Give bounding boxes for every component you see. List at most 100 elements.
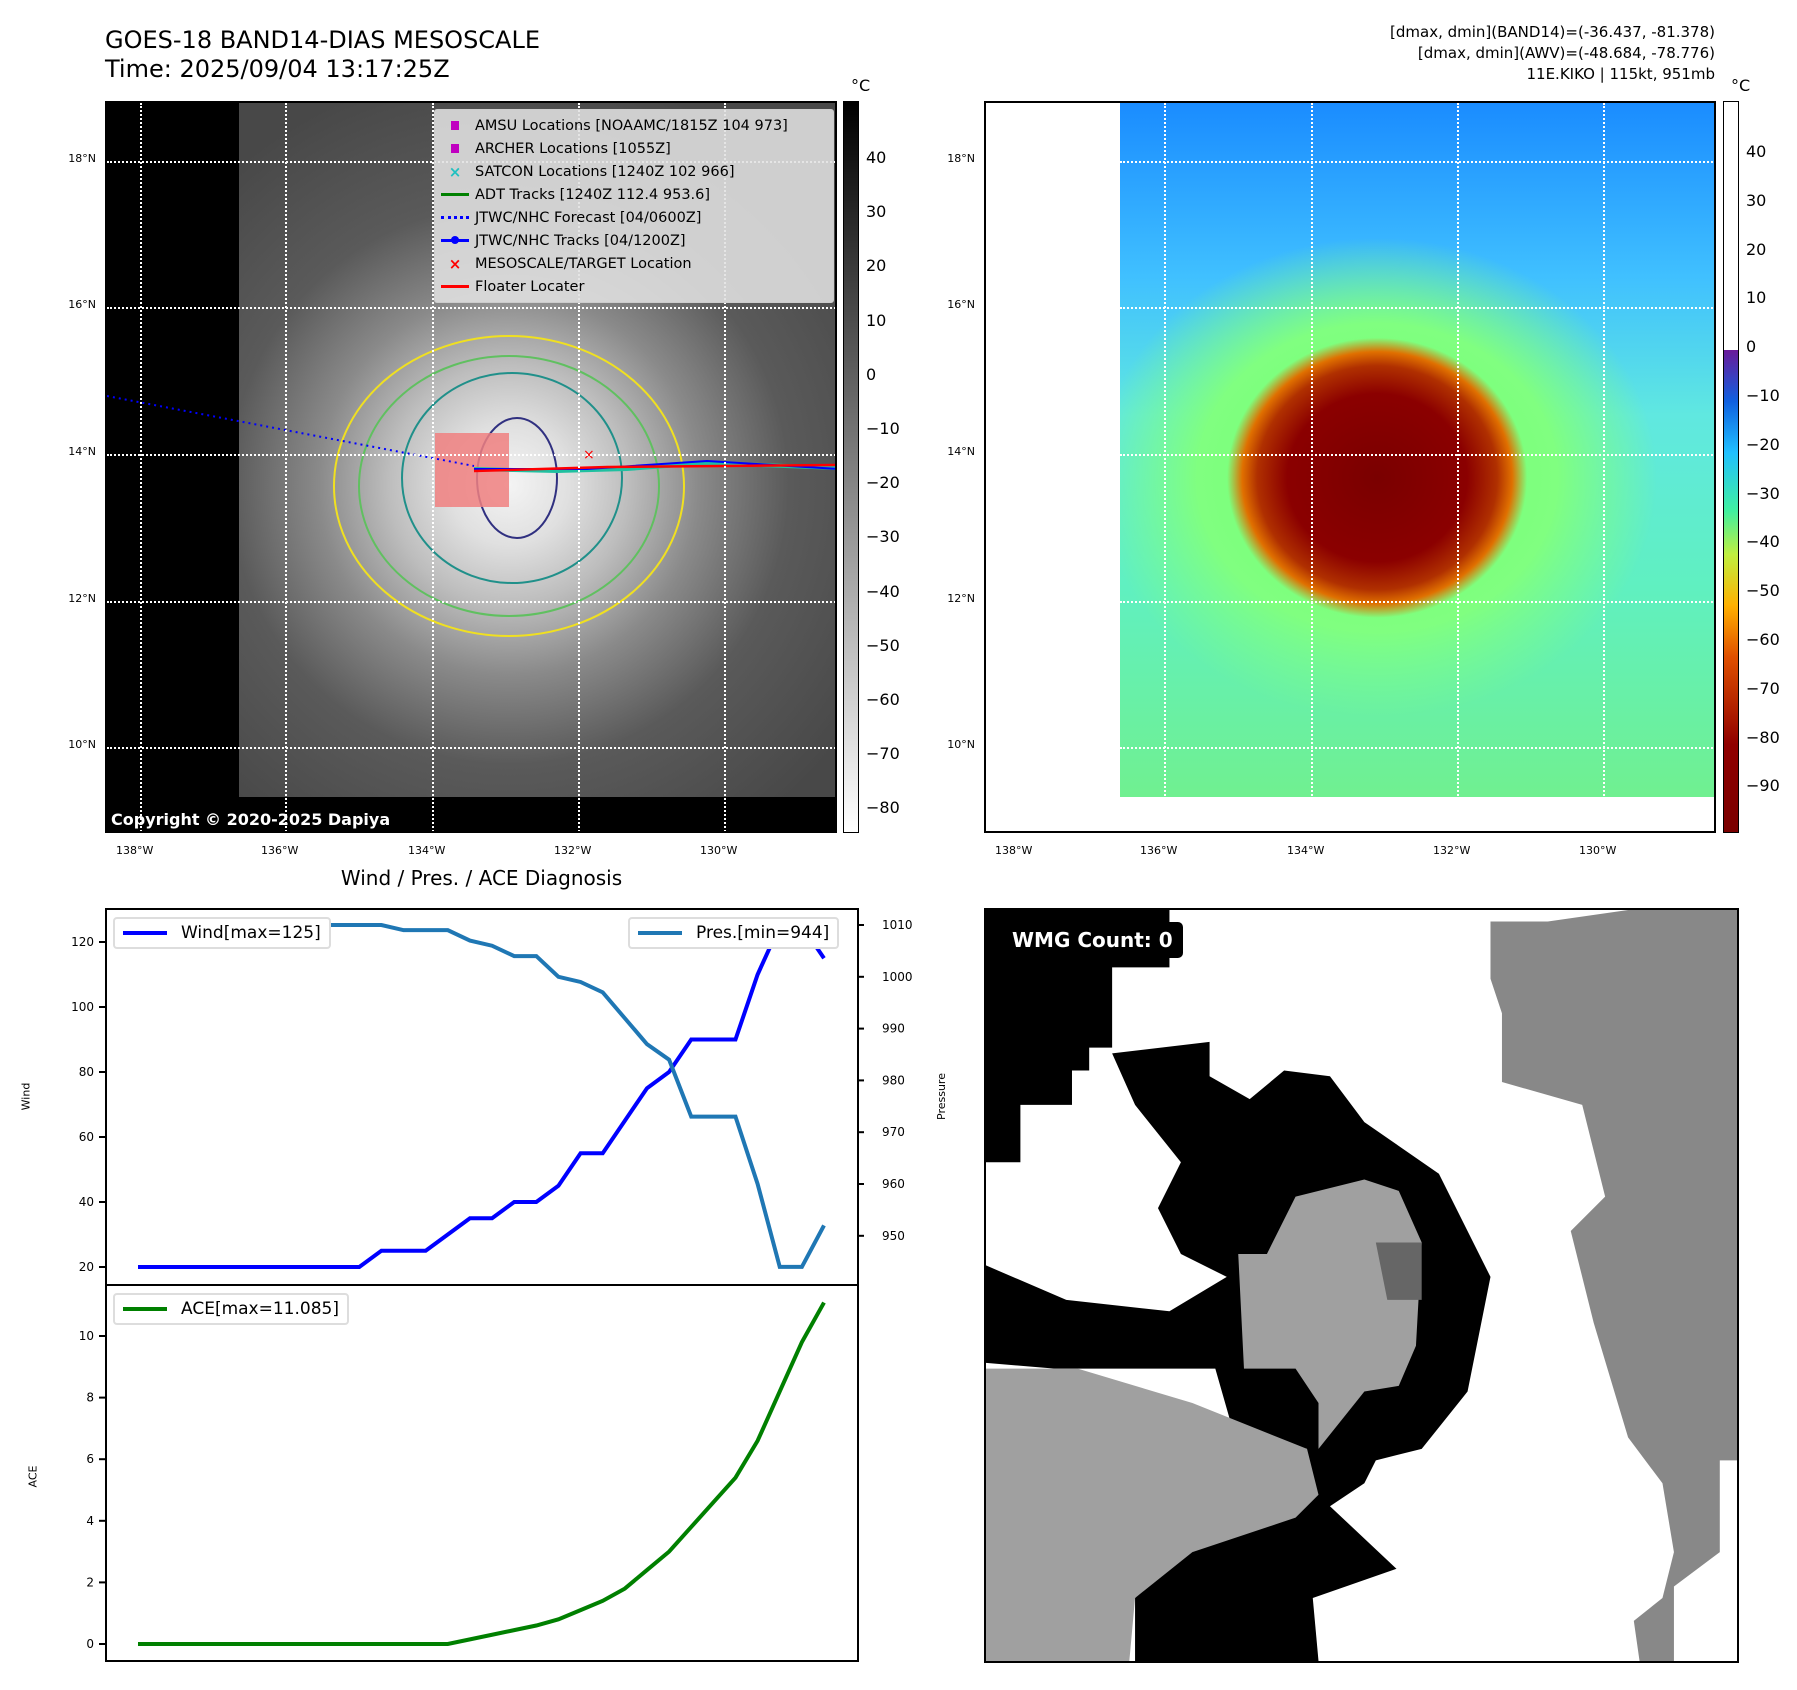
legend-label: JTWC/NHC Forecast [04/0600Z] bbox=[475, 209, 702, 226]
legend-item: JTWC/NHC Forecast [04/0600Z] bbox=[435, 206, 833, 229]
lon-label-left: 138°W bbox=[116, 844, 154, 857]
legend-label: ARCHER Locations [1055Z] bbox=[475, 140, 671, 157]
ir-colorbar-tick: −60 bbox=[866, 690, 900, 709]
pressure-legend-label: Pres.[min=944] bbox=[696, 923, 830, 943]
pressure-tick-label: 1010 bbox=[882, 918, 913, 932]
wind-tick-label: 60 bbox=[79, 1130, 94, 1144]
lon-label-right: 130°W bbox=[1579, 844, 1617, 857]
ir-colorbar-tick: 10 bbox=[866, 310, 887, 330]
legend-item: JTWC/NHC Tracks [04/1200Z] bbox=[435, 229, 833, 252]
ace-line bbox=[138, 1301, 826, 1646]
pressure-legend: Pres.[min=944] bbox=[628, 917, 840, 949]
awv-colorbar-tick: 30 bbox=[1746, 190, 1767, 210]
band14-ir-map: × AMSU Locations [NOAAMC/1815Z 104 973] A… bbox=[105, 101, 837, 833]
lat-label-left: 18°N bbox=[68, 152, 96, 165]
lon-label-left: 134°W bbox=[408, 844, 446, 857]
wmg-dark-core bbox=[1375, 1242, 1422, 1300]
ir-colorbar-tick: −30 bbox=[866, 527, 900, 547]
legend-symbol-icon bbox=[435, 121, 475, 130]
ir-colorbar-tick: 30 bbox=[866, 202, 887, 222]
wind-tick-label: 120 bbox=[71, 935, 94, 949]
wind-legend-label: Wind[max=125] bbox=[181, 923, 321, 943]
ace-tick-label: 8 bbox=[86, 1391, 94, 1405]
pressure-tick-label: 970 bbox=[882, 1125, 905, 1139]
info-band14: [dmax, dmin](BAND14)=(-36.437, -81.378) bbox=[1390, 23, 1715, 41]
ir-colorbar-tick: −70 bbox=[866, 744, 900, 764]
legend-symbol-icon: × bbox=[448, 162, 462, 181]
awv-colorbar-tick: 10 bbox=[1746, 288, 1767, 308]
legend-item: ARCHER Locations [1055Z] bbox=[435, 137, 833, 160]
awv-colorbar-tick: −60 bbox=[1746, 630, 1780, 649]
legend-label: AMSU Locations [NOAAMC/1815Z 104 973] bbox=[475, 117, 788, 134]
legend-label: SATCON Locations [1240Z 102 966] bbox=[475, 163, 735, 180]
lat-label-right: 12°N bbox=[947, 592, 975, 605]
wmg-gray-region bbox=[986, 1368, 1319, 1661]
wmg-grid bbox=[986, 910, 1737, 1661]
contour-yellow bbox=[333, 335, 685, 637]
wmg-panel: WMG Count: 0 bbox=[984, 908, 1739, 1663]
legend-symbol-icon bbox=[435, 144, 475, 153]
lon-label-right: 136°W bbox=[1140, 844, 1178, 857]
lon-label-left: 136°W bbox=[261, 844, 299, 857]
wind-tick-label: 20 bbox=[79, 1260, 94, 1274]
legend-symbol-icon bbox=[435, 193, 475, 196]
ir-colorbar-tick: −40 bbox=[866, 581, 900, 601]
figure-title: GOES-18 BAND14-DIAS MESOSCALE Time: 2025… bbox=[105, 26, 540, 84]
ace-tick-label: 0 bbox=[86, 1637, 94, 1651]
wmg-gray-core bbox=[1238, 1179, 1422, 1449]
legend-symbol-icon: × bbox=[448, 254, 462, 273]
ace-tick-label: 2 bbox=[86, 1575, 94, 1589]
awv-colorbar-tick: 0 bbox=[1746, 337, 1757, 357]
awv-colorbar bbox=[1723, 101, 1739, 833]
ir-colorbar-tick: −10 bbox=[866, 419, 900, 438]
legend-item: Floater Locater bbox=[435, 275, 833, 298]
lat-label-left: 16°N bbox=[68, 298, 96, 311]
ace-tick-label: 4 bbox=[86, 1514, 94, 1528]
ir-colorbar-unit: °C bbox=[851, 76, 871, 95]
ir-colorbar bbox=[843, 101, 859, 833]
floater-track bbox=[473, 463, 835, 473]
lat-label-right: 14°N bbox=[947, 445, 975, 458]
ace-chart bbox=[105, 1284, 859, 1662]
ir-colorbar-tick: −50 bbox=[866, 635, 900, 655]
ir-colorbar-tick: 40 bbox=[866, 148, 887, 167]
ace-legend-label: ACE[max=11.085] bbox=[181, 1299, 339, 1319]
legend-label: Floater Locater bbox=[475, 278, 585, 295]
chart-title: Wind / Pres. / ACE Diagnosis bbox=[340, 866, 623, 890]
lat-label-right: 16°N bbox=[947, 298, 975, 311]
wind-pressure-chart bbox=[105, 908, 859, 1286]
ir-colorbar-tick: 20 bbox=[866, 256, 887, 276]
lat-label-left: 14°N bbox=[68, 445, 96, 458]
lon-label-left: 130°W bbox=[700, 844, 738, 857]
legend-label: ADT Tracks [1240Z 112.4 953.6] bbox=[475, 186, 711, 203]
ir-colorbar-tick: 0 bbox=[866, 364, 877, 384]
wind-legend: Wind[max=125] bbox=[113, 917, 331, 949]
awv-colorbar-unit: °C bbox=[1731, 76, 1751, 95]
lat-label-right: 18°N bbox=[947, 152, 975, 165]
awv-colorbar-tick: −30 bbox=[1746, 483, 1780, 503]
ace-tick-label: 10 bbox=[79, 1329, 94, 1343]
lon-label-right: 132°W bbox=[1433, 844, 1471, 857]
awv-colorbar-tick: −70 bbox=[1746, 678, 1780, 698]
copyright: Copyright © 2020-2025 Dapiya bbox=[111, 810, 391, 829]
legend-symbol-icon bbox=[435, 285, 475, 288]
contour-teal bbox=[401, 372, 623, 584]
wmg-gray-region bbox=[1490, 910, 1737, 1661]
storm-info: [dmax, dmin](BAND14)=(-36.437, -81.378) … bbox=[1390, 22, 1715, 85]
legend-item: ADT Tracks [1240Z 112.4 953.6] bbox=[435, 183, 833, 206]
awv-colorbar-tick: −90 bbox=[1746, 776, 1780, 796]
lat-label-left: 10°N bbox=[68, 738, 96, 751]
info-storm: 11E.KIKO | 115kt, 951mb bbox=[1526, 65, 1715, 83]
awv-map bbox=[984, 101, 1716, 833]
awv-colorbar-tick: −80 bbox=[1746, 727, 1780, 747]
wind-tick-label: 100 bbox=[71, 1000, 94, 1014]
lon-label-right: 138°W bbox=[995, 844, 1033, 857]
info-awv: [dmax, dmin](AWV)=(-48.684, -78.776) bbox=[1417, 44, 1715, 62]
ir-colorbar-tick: −80 bbox=[866, 798, 900, 818]
forecast-track bbox=[107, 395, 475, 467]
ir-colorbar-tick: −20 bbox=[866, 473, 900, 493]
pressure-tick-label: 1000 bbox=[882, 970, 913, 984]
pressure-line bbox=[138, 923, 826, 1269]
